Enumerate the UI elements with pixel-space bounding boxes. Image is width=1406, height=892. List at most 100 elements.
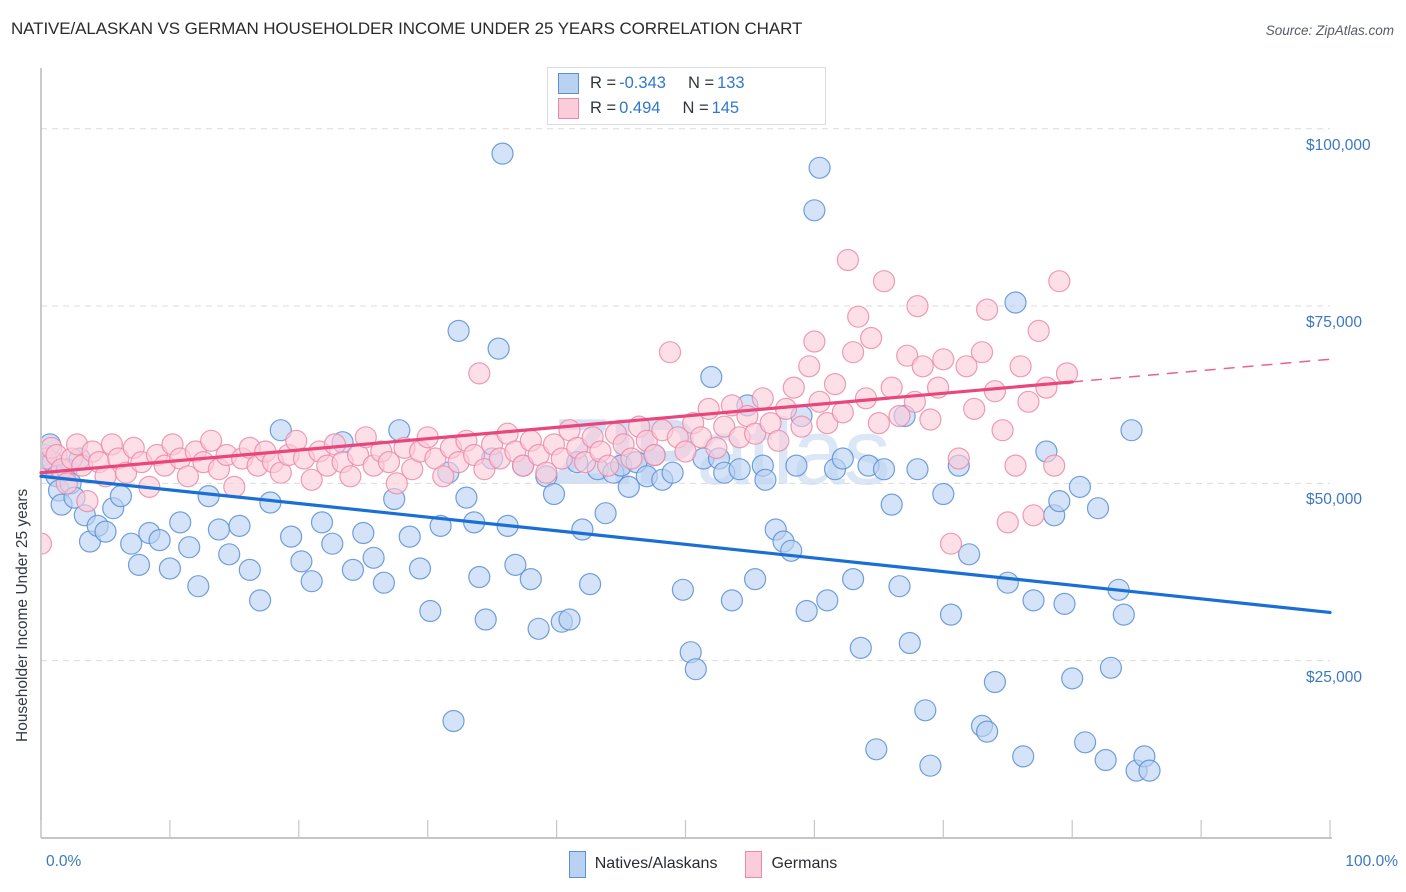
data-point (983, 670, 1007, 694)
data-point (932, 482, 955, 506)
data-point (218, 543, 241, 566)
data-point (906, 458, 929, 481)
data-point (991, 419, 1014, 442)
data-point (955, 355, 978, 378)
data-point (200, 429, 223, 452)
data-point (300, 570, 323, 593)
source-attribution: Source: ZipAtlas.com (1265, 23, 1394, 38)
data-point (120, 532, 143, 555)
stats-r-value-natives: -0.343 (619, 74, 666, 92)
data-point (1022, 589, 1045, 612)
data-point (849, 636, 872, 660)
data-point (249, 589, 272, 612)
data-point (970, 341, 994, 364)
data-point (780, 539, 803, 562)
legend-swatch-natives-icon (558, 73, 579, 94)
data-point (823, 373, 847, 396)
data-point (983, 380, 1007, 403)
data-point (1012, 745, 1035, 768)
data-point (207, 518, 230, 541)
data-point (1048, 270, 1071, 293)
data-point (697, 397, 720, 420)
data-point (1061, 667, 1084, 690)
data-point (158, 557, 181, 580)
data-point (455, 486, 478, 509)
data-point (550, 447, 573, 470)
data-point (419, 599, 442, 623)
data-point (1073, 731, 1097, 754)
series-legend-item-natives[interactable]: Natives/Alaskans (568, 850, 718, 878)
series-label-germans: Germans (771, 855, 838, 872)
data-point (743, 567, 767, 591)
data-point (705, 436, 728, 459)
data-point (1027, 319, 1050, 342)
data-point (432, 465, 455, 488)
data-point (1120, 419, 1143, 442)
data-point (398, 525, 421, 548)
data-point (643, 443, 666, 467)
data-point (372, 571, 395, 594)
data-point (919, 408, 942, 431)
data-point (473, 458, 496, 481)
stats-n-label-germans: N = (682, 99, 709, 117)
data-point (169, 511, 192, 534)
data-point (109, 485, 133, 508)
data-point (385, 472, 408, 495)
data-point (911, 355, 934, 378)
data-point (597, 454, 620, 477)
data-point (238, 558, 261, 582)
series-label-natives: Natives/Alaskans (594, 855, 718, 872)
y-tick-label-100000: $100,000 (1306, 136, 1371, 154)
points-group (42, 142, 1161, 782)
data-point (362, 546, 385, 569)
data-point (790, 415, 813, 438)
data-point (831, 447, 854, 470)
data-point (1094, 748, 1117, 772)
legend-swatch-germans-icon (558, 98, 579, 119)
data-point (872, 270, 896, 293)
data-point (808, 390, 831, 413)
data-point (808, 156, 831, 179)
data-point (1138, 759, 1161, 782)
data-point (280, 525, 303, 548)
trend-line-natives/alaskans (39, 474, 1332, 615)
data-point (94, 520, 117, 543)
data-point (674, 440, 697, 463)
data-point (377, 451, 401, 474)
data-point (573, 451, 597, 474)
data-point (468, 362, 491, 385)
trend-line-extension-germans (1072, 358, 1331, 383)
data-point (898, 631, 921, 655)
data-point (1017, 390, 1040, 413)
data-point (542, 482, 566, 506)
data-point (963, 397, 986, 420)
page-title: NATIVE/ALASKAN VS GERMAN HOUSEHOLDER INC… (11, 19, 803, 38)
data-point (785, 454, 808, 477)
data-point (816, 412, 839, 435)
data-point (178, 536, 201, 559)
data-point (176, 465, 199, 488)
data-point (841, 567, 865, 591)
data-point (321, 532, 344, 555)
data-point (1053, 592, 1076, 616)
data-point (474, 608, 497, 631)
data-point (713, 415, 736, 438)
data-point (671, 578, 695, 601)
data-point (859, 326, 883, 350)
data-point (290, 550, 313, 573)
data-point (42, 532, 53, 555)
series-legend-item-germans[interactable]: Germans (745, 850, 838, 878)
data-point (798, 355, 821, 378)
data-point (504, 553, 527, 577)
data-point (754, 468, 777, 491)
data-point (867, 412, 891, 435)
data-point (341, 558, 364, 582)
data-point (996, 511, 1019, 534)
x-axis-min-label: 0.0% (46, 853, 82, 870)
data-point (841, 341, 865, 364)
data-point (447, 319, 470, 342)
data-point (76, 490, 99, 513)
data-point (684, 658, 707, 681)
stats-n-value-natives: 133 (717, 74, 745, 92)
data-point (511, 454, 535, 477)
